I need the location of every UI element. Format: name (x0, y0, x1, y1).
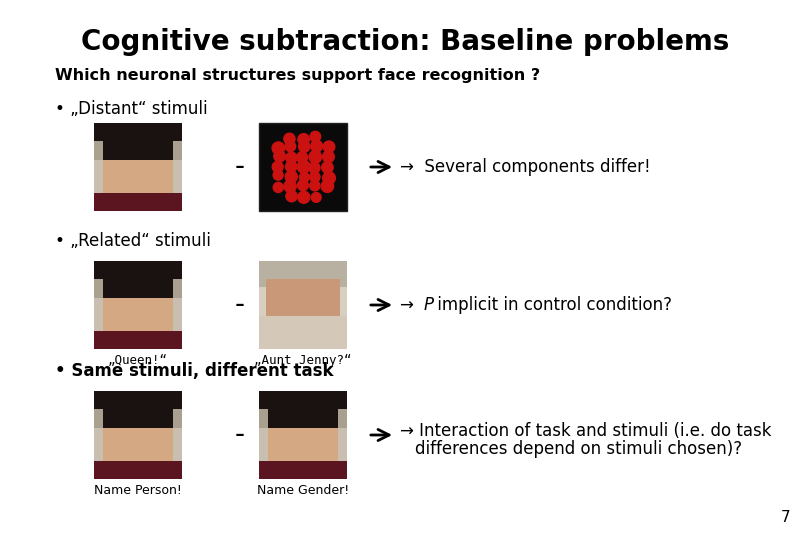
Text: -: - (235, 153, 245, 181)
Bar (103, 428, 173, 461)
Bar (259, 261, 347, 287)
Circle shape (310, 131, 321, 142)
Bar (94, 141, 103, 160)
Text: • „Distant“ stimuli: • „Distant“ stimuli (55, 100, 207, 118)
Circle shape (286, 191, 297, 202)
Bar (173, 141, 182, 160)
Bar (173, 409, 182, 428)
Bar (266, 280, 340, 316)
Circle shape (298, 191, 310, 203)
Bar (94, 280, 103, 298)
Bar (94, 461, 182, 479)
Circle shape (284, 133, 295, 144)
Bar (103, 160, 173, 193)
Text: Name Person!: Name Person! (94, 484, 182, 497)
Circle shape (300, 172, 309, 182)
Bar (94, 391, 182, 479)
Text: P: P (424, 296, 434, 314)
Circle shape (309, 172, 320, 182)
Bar (94, 193, 182, 211)
Text: Name Gender!: Name Gender! (257, 484, 349, 497)
Circle shape (273, 183, 284, 192)
Circle shape (322, 172, 335, 184)
Bar (103, 298, 173, 332)
Text: differences depend on stimuli chosen)?: differences depend on stimuli chosen)? (415, 440, 742, 458)
Text: • Same stimuli, different task: • Same stimuli, different task (55, 362, 334, 380)
Bar (94, 261, 182, 349)
Circle shape (272, 142, 284, 154)
Circle shape (322, 161, 333, 173)
Circle shape (322, 151, 335, 163)
Bar (173, 280, 182, 298)
Circle shape (272, 161, 284, 172)
Circle shape (299, 141, 310, 152)
Circle shape (286, 152, 297, 164)
Text: 7: 7 (780, 510, 790, 525)
Text: Cognitive subtraction: Baseline problems: Cognitive subtraction: Baseline problems (81, 28, 729, 56)
Circle shape (285, 171, 297, 183)
Bar (259, 261, 347, 349)
Circle shape (311, 192, 321, 202)
Bar (259, 391, 347, 479)
Bar (259, 316, 347, 349)
Text: • „Related“ stimuli: • „Related“ stimuli (55, 232, 211, 250)
Bar (268, 428, 339, 461)
Bar (94, 391, 182, 428)
Bar (259, 391, 347, 428)
Circle shape (297, 160, 310, 173)
Bar (259, 123, 347, 211)
Bar (94, 261, 182, 298)
Text: implicit in control condition?: implicit in control condition? (432, 296, 672, 314)
Text: →: → (400, 296, 424, 314)
Circle shape (274, 151, 285, 162)
Circle shape (309, 151, 322, 163)
Circle shape (284, 180, 296, 192)
Circle shape (285, 161, 296, 172)
Text: → Interaction of task and stimuli (i.e. do task: → Interaction of task and stimuli (i.e. … (400, 422, 771, 440)
Circle shape (309, 162, 320, 173)
Text: „Queen!“: „Queen!“ (108, 354, 168, 367)
Circle shape (311, 140, 322, 152)
Text: „Aunt Jenny?“: „Aunt Jenny?“ (254, 354, 352, 367)
Circle shape (309, 180, 320, 191)
Circle shape (322, 180, 334, 192)
Text: →  Several components differ!: → Several components differ! (400, 158, 650, 176)
Bar (94, 123, 182, 211)
Text: Which neuronal structures support face recognition ?: Which neuronal structures support face r… (55, 68, 540, 83)
Bar (339, 409, 347, 428)
Circle shape (323, 141, 335, 153)
Bar (94, 123, 182, 160)
Bar (94, 332, 182, 349)
Bar (259, 409, 268, 428)
Circle shape (285, 141, 296, 152)
Bar (259, 461, 347, 479)
Circle shape (296, 152, 308, 163)
Bar (94, 409, 103, 428)
Text: -: - (235, 421, 245, 449)
Circle shape (298, 134, 309, 145)
Circle shape (273, 170, 284, 180)
Circle shape (297, 180, 309, 191)
Text: -: - (235, 291, 245, 319)
